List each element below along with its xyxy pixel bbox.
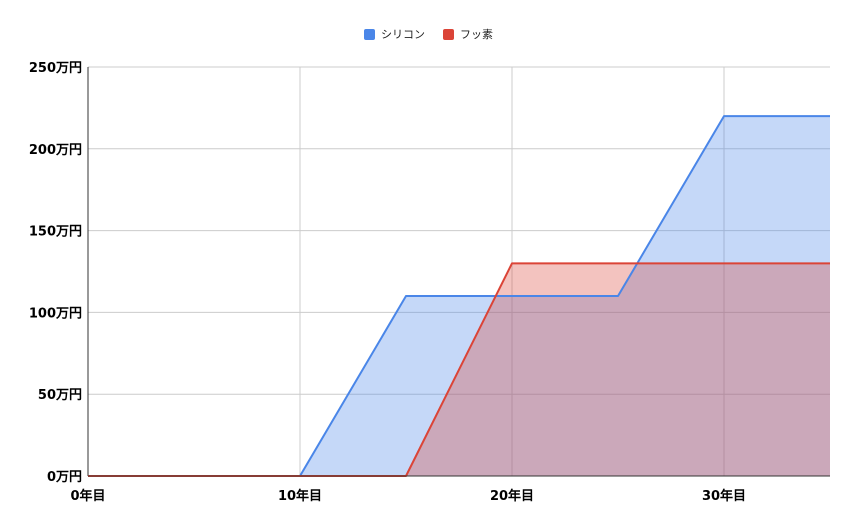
series-area-0 (88, 116, 830, 476)
legend-item-fluorine[interactable]: フッ素 (443, 26, 493, 42)
x-tick-label: 0年目 (70, 488, 105, 504)
legend: シリコン フッ素 (0, 26, 857, 42)
y-tick-label: 100万円 (29, 306, 82, 321)
y-tick-label: 150万円 (29, 225, 82, 240)
legend-item-silicon[interactable]: シリコン (364, 26, 425, 42)
y-tick-label: 0万円 (47, 470, 82, 485)
x-tick-label: 20年目 (490, 488, 534, 504)
x-tick-label: 10年目 (278, 488, 322, 504)
y-tick-label: 50万円 (38, 388, 82, 403)
y-tick-label: 200万円 (29, 143, 82, 158)
legend-label: シリコン (381, 28, 425, 41)
y-tick-label: 250万円 (29, 61, 82, 76)
legend-swatch-silicon (364, 28, 375, 40)
x-tick-label: 30年目 (702, 488, 746, 504)
legend-swatch-fluorine (443, 28, 454, 40)
legend-label: フッ素 (460, 28, 493, 41)
